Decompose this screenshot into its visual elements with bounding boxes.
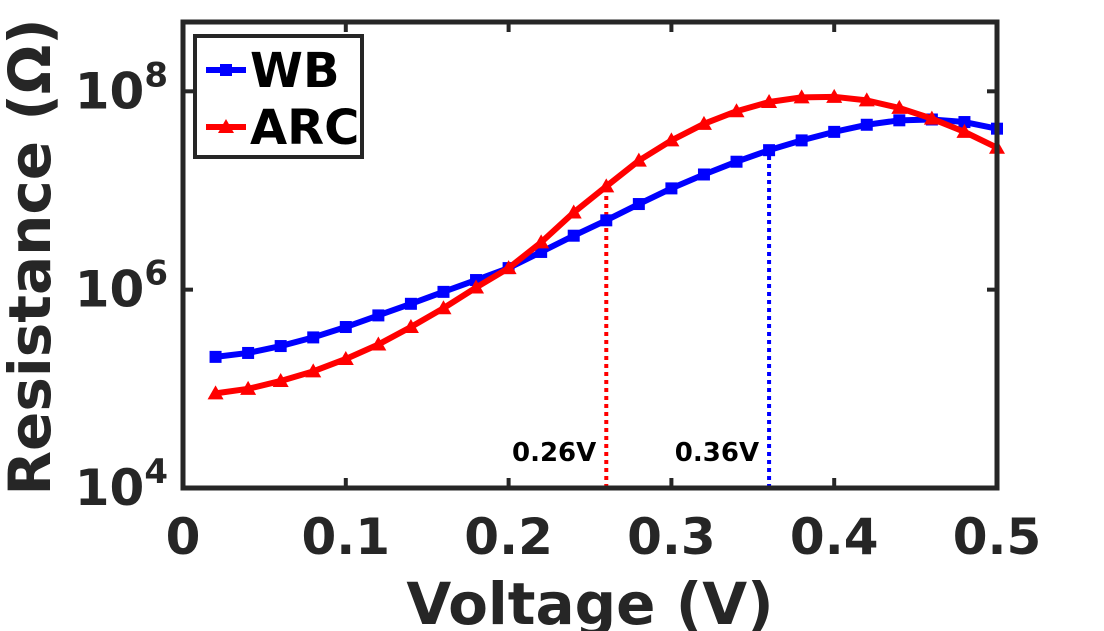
data-point-arc xyxy=(565,204,582,219)
data-point-arc xyxy=(533,234,550,249)
series-arc xyxy=(207,88,1005,400)
data-point-arc xyxy=(858,92,875,107)
data-point-wb xyxy=(600,214,613,227)
data-point-wb xyxy=(795,134,808,147)
annotation-label: 0.26V xyxy=(512,438,596,468)
y-tick-label: 108 xyxy=(75,55,168,120)
data-point-wb xyxy=(860,118,873,131)
x-tick-label: 0.2 xyxy=(464,508,553,566)
annotations: 0.26V 0.36V xyxy=(512,150,772,488)
axes-frame xyxy=(180,19,1000,491)
data-point-arc xyxy=(402,319,419,334)
x-tick-label: 0 xyxy=(166,508,201,566)
legend-label-arc: ARC xyxy=(250,100,359,156)
data-point-wb xyxy=(567,229,580,242)
x-tick-label: 0.4 xyxy=(790,508,879,566)
y-tick-label: 104 xyxy=(75,452,168,517)
data-point-arc xyxy=(663,132,680,147)
data-point-wb xyxy=(242,346,255,359)
data-point-arc xyxy=(500,260,517,275)
data-point-arc xyxy=(826,88,843,103)
data-point-wb xyxy=(404,297,417,310)
data-point-arc xyxy=(370,336,387,351)
x-tick-label: 0.3 xyxy=(627,508,716,566)
series-layer xyxy=(207,88,1005,400)
data-point-arc xyxy=(468,279,485,294)
data-point-wb xyxy=(665,182,678,195)
data-point-arc xyxy=(728,103,745,118)
data-point-wb xyxy=(632,198,645,211)
data-point-arc xyxy=(761,94,778,109)
data-point-arc xyxy=(956,123,973,138)
legend-marker-wb xyxy=(220,64,232,76)
data-point-wb xyxy=(437,285,450,298)
x-tick-label: 0.1 xyxy=(302,508,391,566)
data-point-wb xyxy=(307,331,320,344)
data-point-wb xyxy=(828,125,841,138)
ticks: 0 0.1 0.2 0.3 0.4 0.5 104 106 108 xyxy=(75,22,1042,566)
data-point-wb xyxy=(535,245,548,258)
series-wb xyxy=(209,113,1003,363)
x-tick-label: 0.5 xyxy=(953,508,1042,566)
legend-marker-arc xyxy=(218,119,234,133)
data-point-arc xyxy=(598,178,615,193)
data-point-wb xyxy=(958,116,971,129)
data-point-arc xyxy=(305,363,322,378)
data-point-wb xyxy=(730,155,743,168)
data-point-arc xyxy=(272,372,289,387)
data-point-wb xyxy=(763,144,776,157)
data-point-arc xyxy=(240,380,257,395)
data-point-arc xyxy=(435,300,452,315)
data-point-wb xyxy=(339,321,352,334)
data-point-arc xyxy=(923,110,940,125)
data-point-wb xyxy=(372,309,385,322)
data-point-arc xyxy=(630,152,647,167)
legend-box xyxy=(193,34,364,159)
data-point-wb xyxy=(697,168,710,181)
data-point-wb xyxy=(893,114,906,127)
data-point-wb xyxy=(274,340,287,353)
data-point-arc xyxy=(891,99,908,114)
data-point-arc xyxy=(207,385,224,400)
data-point-wb xyxy=(209,350,222,363)
data-point-arc xyxy=(695,115,712,130)
legend-label-wb: WB xyxy=(250,43,340,99)
data-point-arc xyxy=(793,89,810,104)
data-point-arc xyxy=(337,350,354,365)
y-tick-label: 106 xyxy=(75,254,168,319)
x-axis-label: Voltage (V) xyxy=(406,570,773,631)
y-axis-label: Resistance (Ω) xyxy=(0,18,64,495)
annotation-label: 0.36V xyxy=(675,438,759,468)
